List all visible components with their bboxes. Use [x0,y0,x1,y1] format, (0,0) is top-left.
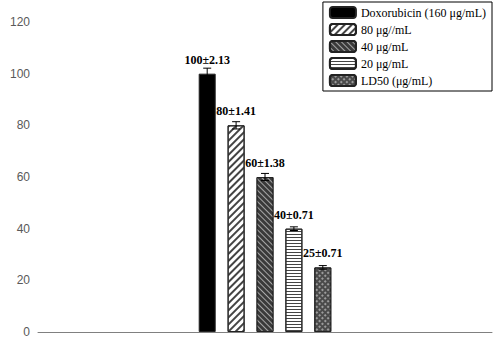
svg-text:80±1.41: 80±1.41 [216,104,256,118]
svg-text:20 μg/mL: 20 μg/mL [361,57,408,71]
svg-text:60: 60 [17,170,31,184]
svg-text:0: 0 [23,325,30,339]
svg-text:40±0.71: 40±0.71 [274,208,314,222]
svg-text:LD50 (μg/mL): LD50 (μg/mL) [361,74,432,88]
svg-text:25±0.71: 25±0.71 [303,246,343,260]
svg-text:100: 100 [10,67,30,81]
svg-text:80: 80 [17,118,31,132]
svg-text:40 μg/mL: 40 μg/mL [361,40,408,54]
svg-text:20: 20 [17,273,31,287]
svg-text:60±1.38: 60±1.38 [245,156,285,170]
svg-text:Doxorubicin (160 μg/mL): Doxorubicin (160 μg/mL) [361,6,486,20]
svg-text:100±2.13: 100±2.13 [184,53,230,67]
svg-text:40: 40 [17,222,31,236]
svg-text:120: 120 [10,15,30,29]
svg-text:80 μg//mL: 80 μg//mL [361,23,412,37]
